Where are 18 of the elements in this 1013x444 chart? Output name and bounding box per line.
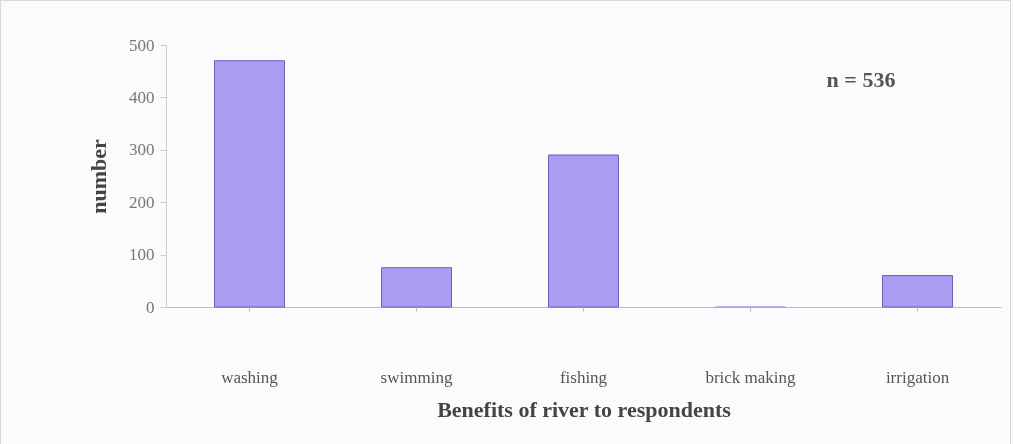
- x-axis-title: Benefits of river to respondents: [437, 396, 732, 422]
- y-tick-label: 300: [129, 140, 155, 160]
- bar: [548, 154, 619, 308]
- y-axis-title: number: [86, 138, 111, 214]
- y-tick-label: 100: [129, 245, 155, 265]
- x-tick-label: swimming: [380, 367, 453, 387]
- x-tick-label: brick making: [705, 367, 797, 387]
- x-tick-label: irrigation: [885, 367, 950, 387]
- x-tick-label: washing: [221, 367, 279, 387]
- x-tick-label: fishing: [559, 367, 608, 387]
- bar: [381, 267, 452, 308]
- y-tick-label: 400: [129, 87, 155, 107]
- y-tick-label: 200: [129, 192, 155, 212]
- y-tick-label: 0: [146, 297, 155, 317]
- bar: [214, 60, 285, 308]
- annotation: n = 536: [826, 67, 896, 92]
- bar: [882, 275, 953, 308]
- y-tick-label: 500: [129, 35, 155, 55]
